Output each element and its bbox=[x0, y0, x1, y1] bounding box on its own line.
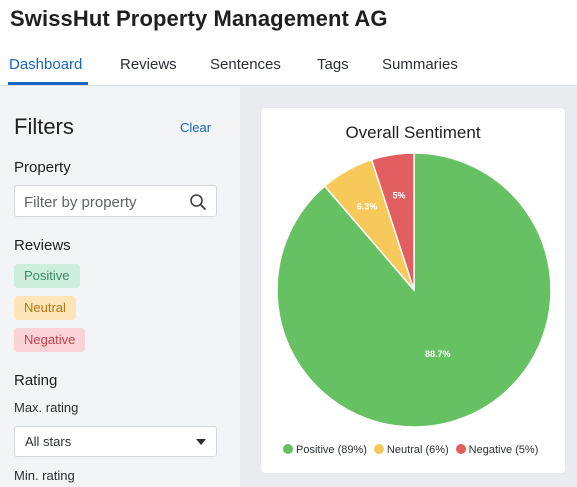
reviews-filter-label: Reviews bbox=[14, 237, 71, 254]
chip-neutral[interactable]: Neutral bbox=[14, 296, 76, 320]
chip-positive[interactable]: Positive bbox=[14, 264, 80, 288]
clear-filters-link[interactable]: Clear bbox=[180, 120, 212, 135]
filters-sidebar: Filters Clear Property Reviews Positive … bbox=[0, 86, 240, 487]
max-rating-select[interactable]: All stars bbox=[14, 426, 217, 457]
max-rating-value: All stars bbox=[25, 434, 72, 449]
max-rating-label: Max. rating bbox=[14, 400, 79, 415]
tab-summaries[interactable]: Summaries bbox=[382, 56, 458, 73]
pie-data-label-negative: 5% bbox=[392, 190, 405, 200]
pie-slice-negative[interactable] bbox=[370, 152, 415, 291]
legend-label: Negative (5%) bbox=[468, 444, 539, 456]
chart-legend: Positive (89%) Neutral (6%) Negative (5%) bbox=[283, 444, 545, 458]
search-icon[interactable] bbox=[189, 193, 207, 211]
dashboard-main: Overall Sentiment 88.7% 6.3% 5% Positive (… bbox=[240, 86, 577, 487]
sentiment-chart-card: Overall Sentiment 88.7% 6.3% 5% Positive (… bbox=[261, 108, 565, 473]
legend-swatch-icon bbox=[373, 444, 384, 454]
legend-swatch-icon bbox=[455, 444, 466, 454]
chart-title: Overall Sentiment bbox=[345, 123, 481, 142]
filters-title: Filters bbox=[14, 114, 74, 139]
legend-item-negative[interactable]: Negative (5%) bbox=[455, 444, 539, 456]
sentiment-pie-chart: 88.7% 6.3% 5% bbox=[276, 152, 552, 428]
legend-label: Positive (89%) bbox=[296, 444, 367, 456]
legend-swatch-icon bbox=[283, 444, 293, 454]
legend-label: Neutral (6%) bbox=[386, 444, 449, 456]
pie-data-label-positive: 88.7% bbox=[425, 349, 451, 359]
chip-negative[interactable]: Negative bbox=[14, 328, 86, 352]
property-filter-label: Property bbox=[14, 159, 71, 176]
pie-data-label-neutral: 6.3% bbox=[357, 201, 378, 211]
rating-filter-label: Rating bbox=[14, 372, 58, 389]
tab-sentences[interactable]: Sentences bbox=[210, 56, 281, 73]
property-search-box bbox=[14, 185, 217, 217]
legend-item-positive[interactable]: Positive (89%) bbox=[283, 444, 367, 456]
tab-reviews[interactable]: Reviews bbox=[120, 56, 177, 73]
app-header: SwissHut Property Management AG bbox=[0, 0, 577, 42]
legend-item-neutral[interactable]: Neutral (6%) bbox=[373, 444, 449, 456]
active-tab-indicator bbox=[8, 82, 88, 85]
page-title: SwissHut Property Management AG bbox=[10, 6, 388, 31]
tab-dashboard[interactable]: Dashboard bbox=[9, 56, 83, 73]
tab-bar: Dashboard Reviews Sentences Tags Summari… bbox=[0, 42, 577, 86]
property-search-input[interactable] bbox=[24, 192, 184, 212]
chevron-down-icon bbox=[196, 439, 206, 445]
min-rating-label: Min. rating bbox=[14, 468, 75, 483]
pie-slice-positive[interactable] bbox=[276, 152, 552, 428]
tab-tags[interactable]: Tags bbox=[317, 56, 349, 73]
